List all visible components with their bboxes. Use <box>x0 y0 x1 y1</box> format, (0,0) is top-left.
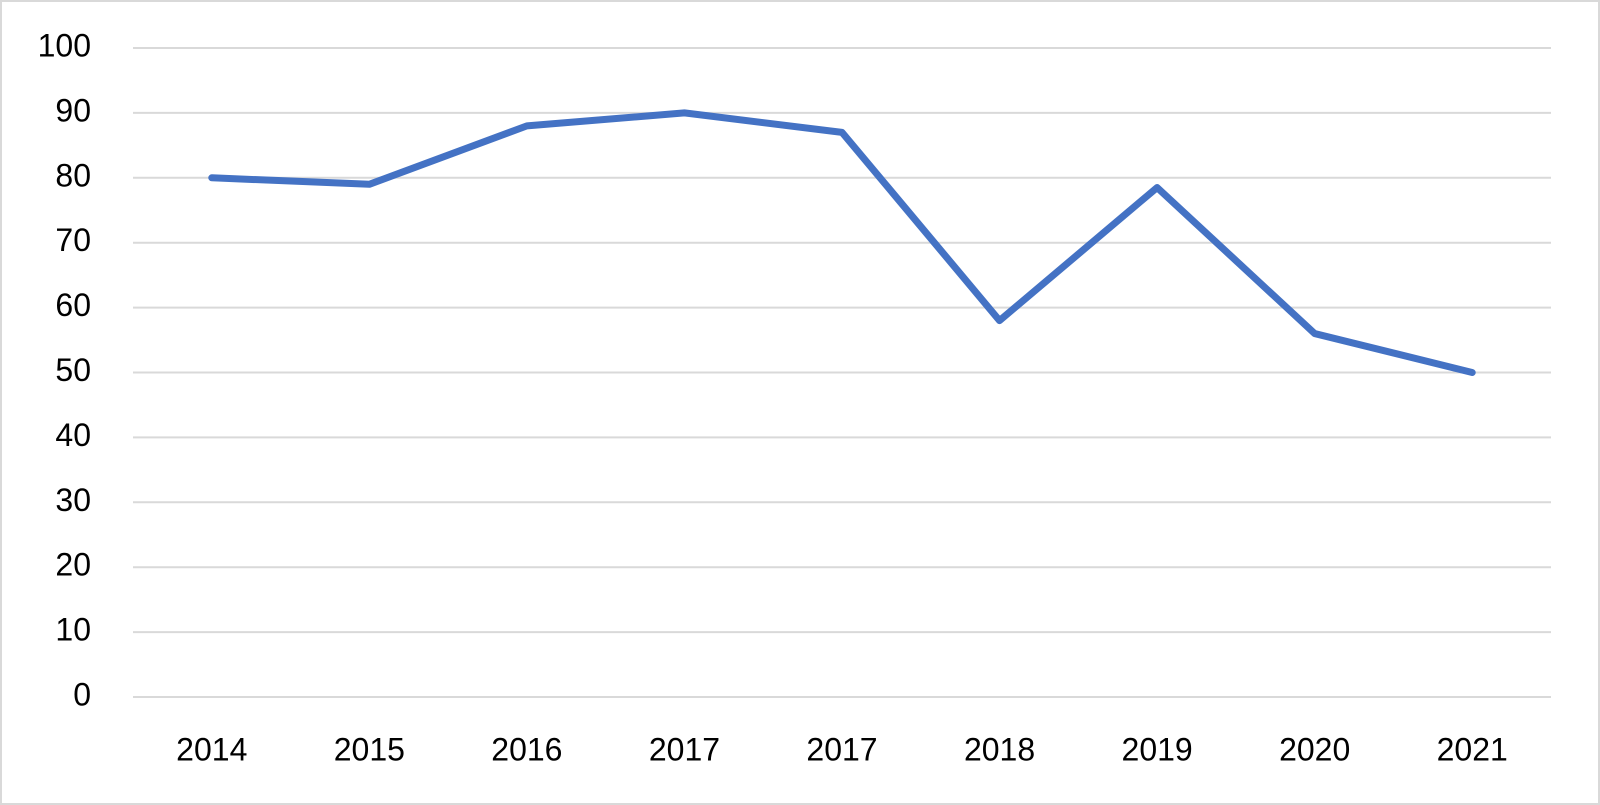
y-tick-label: 40 <box>55 417 91 453</box>
y-tick-label: 50 <box>55 352 91 388</box>
y-tick-label: 0 <box>73 676 91 712</box>
y-tick-label: 100 <box>38 27 91 63</box>
y-tick-label: 90 <box>55 92 91 128</box>
x-tick-label: 2020 <box>1279 731 1350 767</box>
y-tick-label: 60 <box>55 287 91 323</box>
x-tick-label: 2016 <box>491 731 562 767</box>
x-tick-label: 2014 <box>176 731 247 767</box>
data-line <box>208 109 1476 376</box>
x-tick-label: 2015 <box>334 731 405 767</box>
y-tick-label: 80 <box>55 157 91 193</box>
x-tick-label: 2017 <box>649 731 720 767</box>
x-tick-label: 2019 <box>1122 731 1193 767</box>
y-tick-label: 70 <box>55 222 91 258</box>
x-tick-label: 2018 <box>964 731 1035 767</box>
y-tick-label: 20 <box>55 547 91 583</box>
x-tick-label: 2021 <box>1437 731 1508 767</box>
x-tick-label: 2017 <box>806 731 877 767</box>
y-tick-label: 10 <box>55 612 91 648</box>
y-tick-label: 30 <box>55 482 91 518</box>
